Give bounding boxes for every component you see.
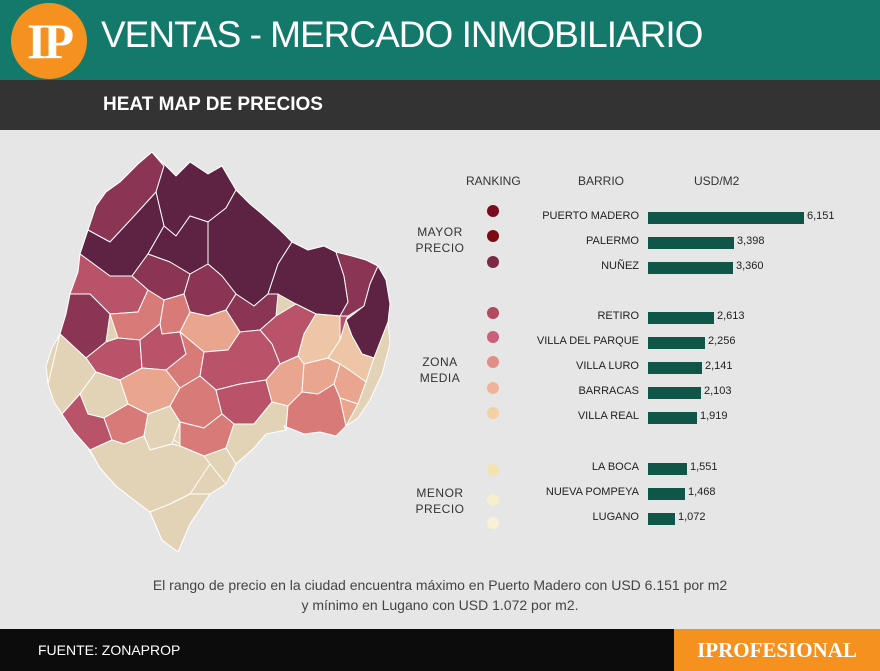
chart-title: HEAT MAP DE PRECIOS xyxy=(103,94,323,115)
price-value-label: 2,613 xyxy=(717,310,745,322)
price-value-label: 2,256 xyxy=(708,335,736,347)
barrio-label: RETIRO xyxy=(597,310,639,322)
price-value-label: 2,141 xyxy=(705,360,733,372)
iprofesional-logo: IPROFESIONAL xyxy=(674,629,880,671)
ranking-dot xyxy=(487,307,499,319)
ranking-dot xyxy=(487,407,499,419)
footnote-line2: y mínimo en Lugano con USD 1.072 por m2. xyxy=(301,597,579,613)
price-bar xyxy=(648,412,697,424)
ranking-dot xyxy=(487,382,499,394)
unit-header: USD/M2 xyxy=(694,174,740,188)
footnote-line1: El rango de precio en la ciudad encuentr… xyxy=(152,577,728,593)
ranking-dot xyxy=(487,517,499,529)
group-label-line2: MEDIA xyxy=(419,371,461,385)
map-region-villa-riachuelo xyxy=(149,493,211,553)
price-value-label: 1,072 xyxy=(678,511,706,523)
price-bar xyxy=(648,212,804,224)
group-label-line2: PRECIO xyxy=(415,241,465,255)
price-bar xyxy=(648,463,687,475)
barrio-label: BARRACAS xyxy=(578,385,639,397)
source-label: FUENTE: ZONAPROP xyxy=(38,642,181,658)
price-bar xyxy=(648,237,734,249)
group-label-line1: ZONA xyxy=(422,355,458,369)
price-value-label: 3,398 xyxy=(737,235,765,247)
group-label-line1: MAYOR xyxy=(417,225,463,239)
barrio-label: VILLA LURO xyxy=(576,360,639,372)
group-label-line1: MENOR xyxy=(416,486,464,500)
ranking-dot xyxy=(487,464,499,476)
group-label-zona-media: ZONA MEDIA xyxy=(398,354,482,386)
header-bar xyxy=(0,0,880,80)
barrio-label: NUEVA POMPEYA xyxy=(545,486,639,498)
price-bar xyxy=(648,488,685,500)
ranking-dot xyxy=(487,205,499,217)
subheader-bar xyxy=(0,80,880,130)
price-bar xyxy=(648,362,702,374)
barrio-label: LA BOCA xyxy=(591,461,639,473)
barrio-header: BARRIO xyxy=(578,174,625,188)
map-region-la-boca xyxy=(345,321,391,427)
barrio-label: PUERTO MADERO xyxy=(542,210,639,222)
ip-logo: IP xyxy=(11,3,87,79)
price-value-label: 3,360 xyxy=(736,260,764,272)
map-region-nueva-pompeya xyxy=(225,401,289,465)
price-value-label: 1,551 xyxy=(690,461,718,473)
page-title: VENTAS - MERCADO INMOBILIARIO xyxy=(101,14,703,55)
price-value-label: 1,468 xyxy=(688,486,716,498)
ranking-dot xyxy=(487,331,499,343)
price-value-label: 6,151 xyxy=(807,210,835,222)
price-value-label: 2,103 xyxy=(704,385,732,397)
ranking-dot xyxy=(487,494,499,506)
buenos-aires-heat-map xyxy=(45,151,391,553)
price-bar xyxy=(648,337,705,349)
price-value-label: 1,919 xyxy=(700,410,728,422)
barrio-label: LUGANO xyxy=(592,511,639,523)
group-label-menor-precio: MENOR PRECIO xyxy=(398,485,482,517)
price-bar xyxy=(648,262,733,274)
map-region-villa-lugano xyxy=(89,435,211,513)
map-region-barracas xyxy=(283,383,347,437)
price-bar xyxy=(648,513,675,525)
price-bar xyxy=(648,387,701,399)
ranking-dot xyxy=(487,230,499,242)
barrio-label: VILLA DEL PARQUE xyxy=(536,335,639,347)
price-bar xyxy=(648,312,714,324)
ranking-header: RANKING xyxy=(466,174,521,188)
group-label-mayor-precio: MAYOR PRECIO xyxy=(398,224,482,256)
barrio-label: NUÑEZ xyxy=(601,260,639,272)
footnote: El rango de precio en la ciudad encuentr… xyxy=(100,575,780,615)
ranking-dot xyxy=(487,356,499,368)
barrio-label: PALERMO xyxy=(586,235,639,247)
barrio-label: VILLA REAL xyxy=(577,410,639,422)
ranking-dot xyxy=(487,256,499,268)
group-label-line2: PRECIO xyxy=(415,502,465,516)
